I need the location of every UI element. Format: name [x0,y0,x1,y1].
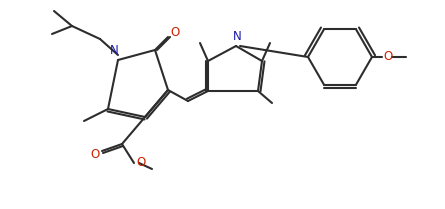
Text: O: O [170,27,180,40]
Text: N: N [233,31,241,43]
Text: O: O [384,51,392,64]
Text: N: N [109,45,118,57]
Text: O: O [90,148,100,161]
Text: O: O [136,157,146,169]
